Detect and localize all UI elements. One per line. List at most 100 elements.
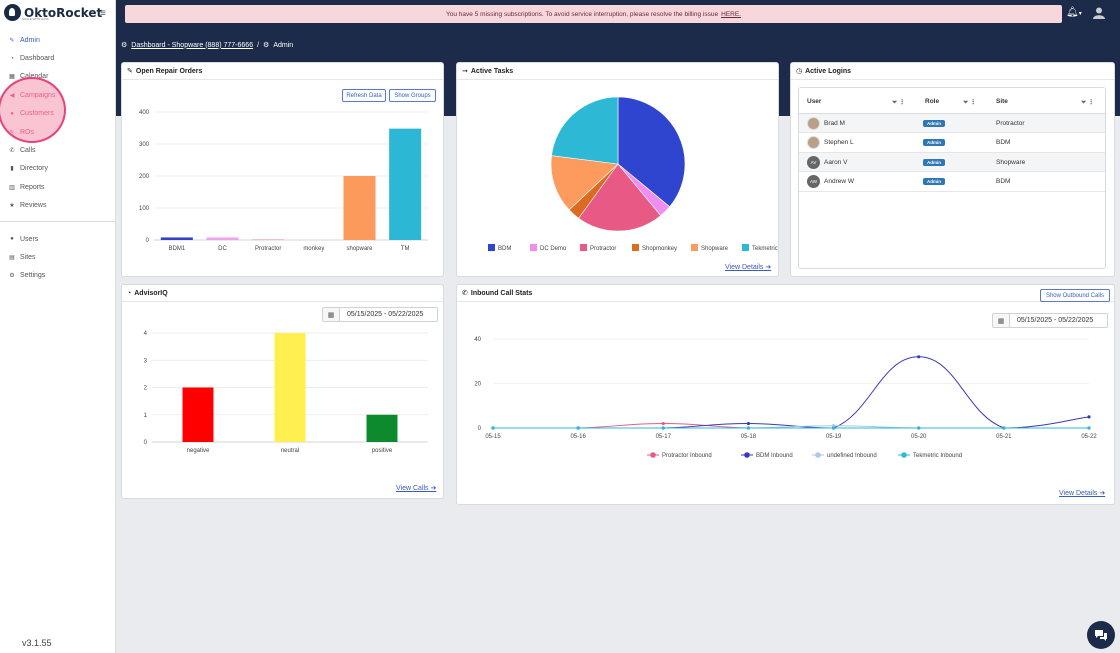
- sidebar-item-sites[interactable]: ▤ Sites: [0, 248, 115, 266]
- logo[interactable]: OktoRocket: [4, 4, 102, 21]
- bar-neutral: [274, 333, 306, 442]
- advisoriq-date-range-picker[interactable]: ▦ 05/15/2025 - 05/22/2025: [322, 307, 438, 322]
- sidebar-item-label: Dashboard: [20, 55, 55, 63]
- view-calls-link[interactable]: View Calls ➔: [396, 485, 437, 492]
- sitemap-icon: ▤: [9, 254, 15, 261]
- bar-chart-icon: ▥: [9, 184, 15, 191]
- table-row[interactable]: Stephen L Admin BDM: [799, 133, 1105, 153]
- x-tick-label: positive: [372, 448, 393, 454]
- sidebar-item-admin[interactable]: ✎ Admin: [0, 31, 115, 49]
- column-user: User: [807, 98, 822, 105]
- refresh-data-button[interactable]: Refresh Data: [342, 89, 386, 102]
- x-tick-label: 05-15: [485, 434, 501, 440]
- table-row[interactable]: AW Andrew W Admin BDM: [799, 172, 1105, 192]
- sidebar-item-label: Users: [20, 235, 39, 243]
- series-line: [492, 356, 1090, 429]
- inbound-date-range-picker[interactable]: ▦ 05/15/2025 - 05/22/2025: [992, 313, 1108, 328]
- inbound-call-stats-card: ✆ Inbound Call Stats Show Outbound Calls…: [456, 284, 1115, 505]
- data-point: [917, 426, 921, 430]
- advisoriq-card: ◔ AdvisorIQ ▦ 05/15/2025 - 05/22/2025 0 1…: [121, 284, 444, 499]
- pie-slice-protractor: [578, 163, 662, 232]
- y-tick-label: 1: [144, 413, 148, 419]
- sidebar-item-settings[interactable]: ⚙ Settings: [0, 267, 115, 285]
- y-tick-label: 0: [144, 440, 148, 446]
- wrench-icon: ✎: [127, 68, 133, 75]
- sidebar-item-reports[interactable]: ▥ Reports: [0, 178, 115, 196]
- arrow-right-icon: ➞: [462, 68, 468, 75]
- sidebar-item-label: Settings: [20, 272, 46, 280]
- card-title: Open Repair Orders: [135, 67, 203, 75]
- site-name: Protractor: [996, 120, 1025, 127]
- card-header: ◷ Active Logins: [791, 63, 1114, 80]
- pie-slice-shopware: [550, 155, 619, 211]
- x-tick-label: TM: [401, 246, 410, 252]
- y-tick-label: 2: [144, 386, 148, 392]
- sidebar-item-calls[interactable]: ✆ Calls: [0, 141, 115, 159]
- data-point: [491, 426, 495, 430]
- y-tick-label: 20: [474, 382, 481, 388]
- legend-marker: [650, 452, 656, 458]
- breadcrumb-separator: /: [257, 41, 260, 49]
- legend-swatch: [742, 244, 749, 251]
- table-row[interactable]: Brad M Admin Protractor: [799, 114, 1105, 134]
- chat-button[interactable]: [1087, 621, 1115, 649]
- sidebar-item-dashboard[interactable]: ◔ Dashboard: [0, 49, 115, 67]
- bell-icon[interactable]: 🔔︎▾: [1066, 7, 1082, 18]
- avatar: [807, 117, 820, 130]
- sidebar-item-directory[interactable]: ▮ Directory: [0, 160, 115, 178]
- filter-icon[interactable]: ⏷ ⋮: [1081, 99, 1095, 106]
- bar-TM: [389, 128, 422, 240]
- sidebar-item-label: Calendar: [20, 73, 49, 81]
- role-badge: Admin: [923, 120, 945, 127]
- filter-icon[interactable]: ⏷ ⋮: [963, 99, 977, 106]
- x-tick-label: 05-22: [1081, 434, 1097, 440]
- x-tick-label: neutral: [281, 448, 299, 454]
- sidebar-item-label: Calls: [20, 147, 36, 155]
- alert-link[interactable]: HERE.: [721, 10, 741, 18]
- x-tick-label: 05-20: [911, 434, 927, 440]
- user-menu-icon[interactable]: [1092, 6, 1106, 20]
- active-tasks-view-details-link[interactable]: View Details ➔: [725, 264, 772, 271]
- users-icon: ●: [10, 236, 14, 243]
- bar-DC: [206, 237, 239, 240]
- chat-icon: [1095, 630, 1107, 641]
- filter-icon[interactable]: ⏷ ⋮: [892, 99, 906, 106]
- phone-icon: ✆: [9, 148, 15, 155]
- table-row[interactable]: AV Aaron V Admin Shopware: [799, 152, 1105, 173]
- legend-marker: [744, 452, 750, 458]
- x-tick-label: 05-19: [826, 434, 842, 440]
- sidebar-item-reviews[interactable]: ★ Reviews: [0, 197, 115, 215]
- legend-label: BDM Inbound: [756, 453, 793, 459]
- breadcrumb-dashboard-link[interactable]: Dashboard - Shopware (888) 777-6666: [131, 41, 254, 49]
- show-groups-button[interactable]: Show Groups: [389, 89, 436, 102]
- legend-label: Protractor Inbound: [662, 453, 712, 459]
- y-tick-label: 3: [144, 358, 148, 364]
- data-point: [831, 424, 836, 428]
- role-badge: Admin: [923, 139, 945, 147]
- sidebar-item-calendar[interactable]: ▦ Calendar: [0, 68, 115, 86]
- site-name: BDM: [996, 139, 1011, 147]
- legend-label: undefined Inbound: [827, 453, 877, 459]
- inbound-view-details-link[interactable]: View Details ➔: [1059, 490, 1106, 497]
- legend-swatch: [488, 244, 495, 251]
- hamburger-menu-icon[interactable]: ≡: [100, 8, 106, 19]
- legend-label: Protractor: [590, 246, 616, 252]
- active-tasks-pie-chart: BDM DC Demo Protractor Shopmonkey Shopware Te…: [488, 96, 778, 252]
- show-outbound-calls-button[interactable]: Show Outbound Calls: [1040, 289, 1110, 302]
- phone-icon: ✆: [462, 290, 468, 297]
- sidebar-item-users[interactable]: ● Users: [0, 230, 115, 248]
- date-range-value: 05/15/2025 - 05/22/2025: [1017, 317, 1094, 324]
- avatar: AV: [807, 155, 820, 169]
- legend-swatch: [691, 244, 698, 251]
- x-tick-label: Protractor: [255, 246, 281, 252]
- gear-icon: ⚙: [263, 42, 270, 49]
- data-point: [1087, 426, 1091, 430]
- calendar-icon: ▦: [9, 74, 15, 81]
- card-title: Active Tasks: [470, 67, 514, 75]
- user-name: Andrew W: [824, 178, 854, 186]
- legend-marker: [815, 452, 821, 458]
- legend-swatch: [632, 244, 639, 251]
- y-tick-label: 0: [478, 426, 482, 432]
- gauge-icon: ◔: [127, 289, 132, 297]
- data-point: [1087, 415, 1091, 419]
